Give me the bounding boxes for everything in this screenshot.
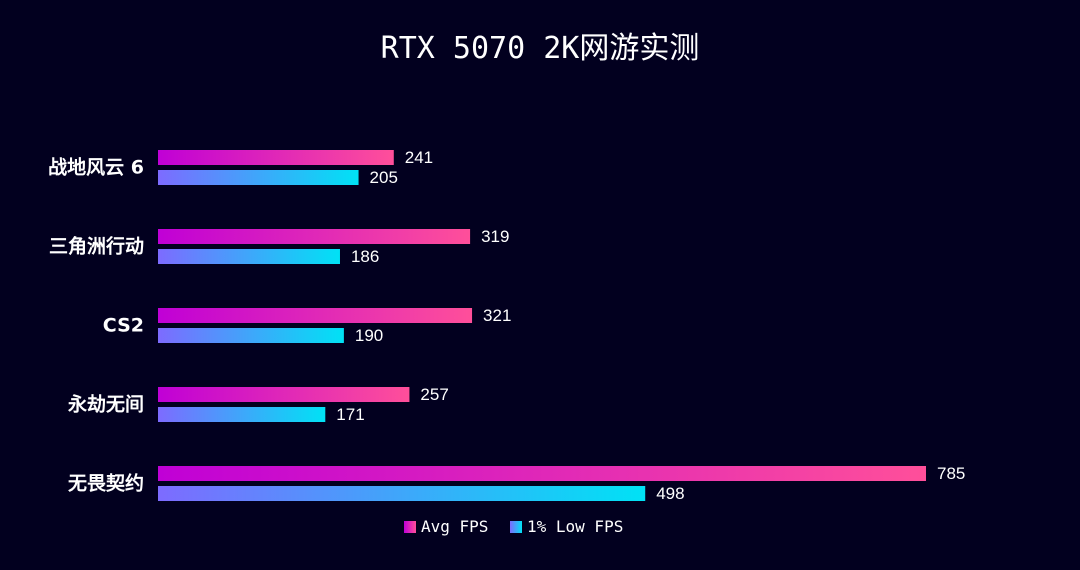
legend: Avg FPS 1% Low FPS: [404, 517, 623, 536]
legend-swatch: [404, 521, 416, 533]
legend-label: Avg FPS: [421, 517, 488, 536]
avg-fps-bar: [158, 229, 471, 244]
data-label: 190: [355, 326, 383, 345]
bars-layer: 战地风云 6 241 205 三角洲行动 319 186 CS2 321 190 永劫无间 257 1…: [48, 148, 965, 503]
legend-item: Avg FPS: [404, 517, 488, 536]
data-label: 257: [420, 385, 448, 404]
data-label: 498: [656, 484, 684, 503]
bar-group: 战地风云 6 241 205: [48, 148, 433, 187]
data-label: 319: [481, 227, 509, 246]
data-label: 186: [351, 247, 379, 266]
legend-item: 1% Low FPS: [510, 517, 623, 536]
category-label: CS2: [103, 315, 144, 337]
low-fps-bar: [158, 486, 646, 501]
legend-label: 1% Low FPS: [527, 517, 623, 536]
category-label: 永劫无间: [67, 393, 144, 416]
bar-group: CS2 321 190: [103, 306, 512, 345]
legend-swatch: [510, 521, 522, 533]
data-label: 241: [405, 148, 433, 167]
low-fps-bar: [158, 170, 359, 185]
bar-group: 三角洲行动 319 186: [49, 227, 509, 266]
low-fps-bar: [158, 328, 344, 343]
low-fps-bar: [158, 249, 340, 264]
category-label: 战地风云 6: [48, 156, 144, 179]
category-label: 无畏契约: [68, 472, 144, 495]
data-label: 321: [483, 306, 511, 325]
bar-group: 永劫无间 257 171: [67, 385, 449, 424]
avg-fps-bar: [158, 387, 410, 402]
data-label: 785: [937, 464, 965, 483]
data-label: 171: [336, 405, 364, 424]
avg-fps-bar: [158, 466, 926, 481]
bar-group: 无畏契约 785 498: [68, 464, 965, 503]
avg-fps-bar: [158, 308, 473, 323]
data-label: 205: [370, 168, 398, 187]
category-label: 三角洲行动: [49, 235, 144, 258]
avg-fps-bar: [158, 150, 394, 165]
low-fps-bar: [158, 407, 326, 422]
chart-title: RTX 5070 2K网游实测: [381, 31, 700, 66]
